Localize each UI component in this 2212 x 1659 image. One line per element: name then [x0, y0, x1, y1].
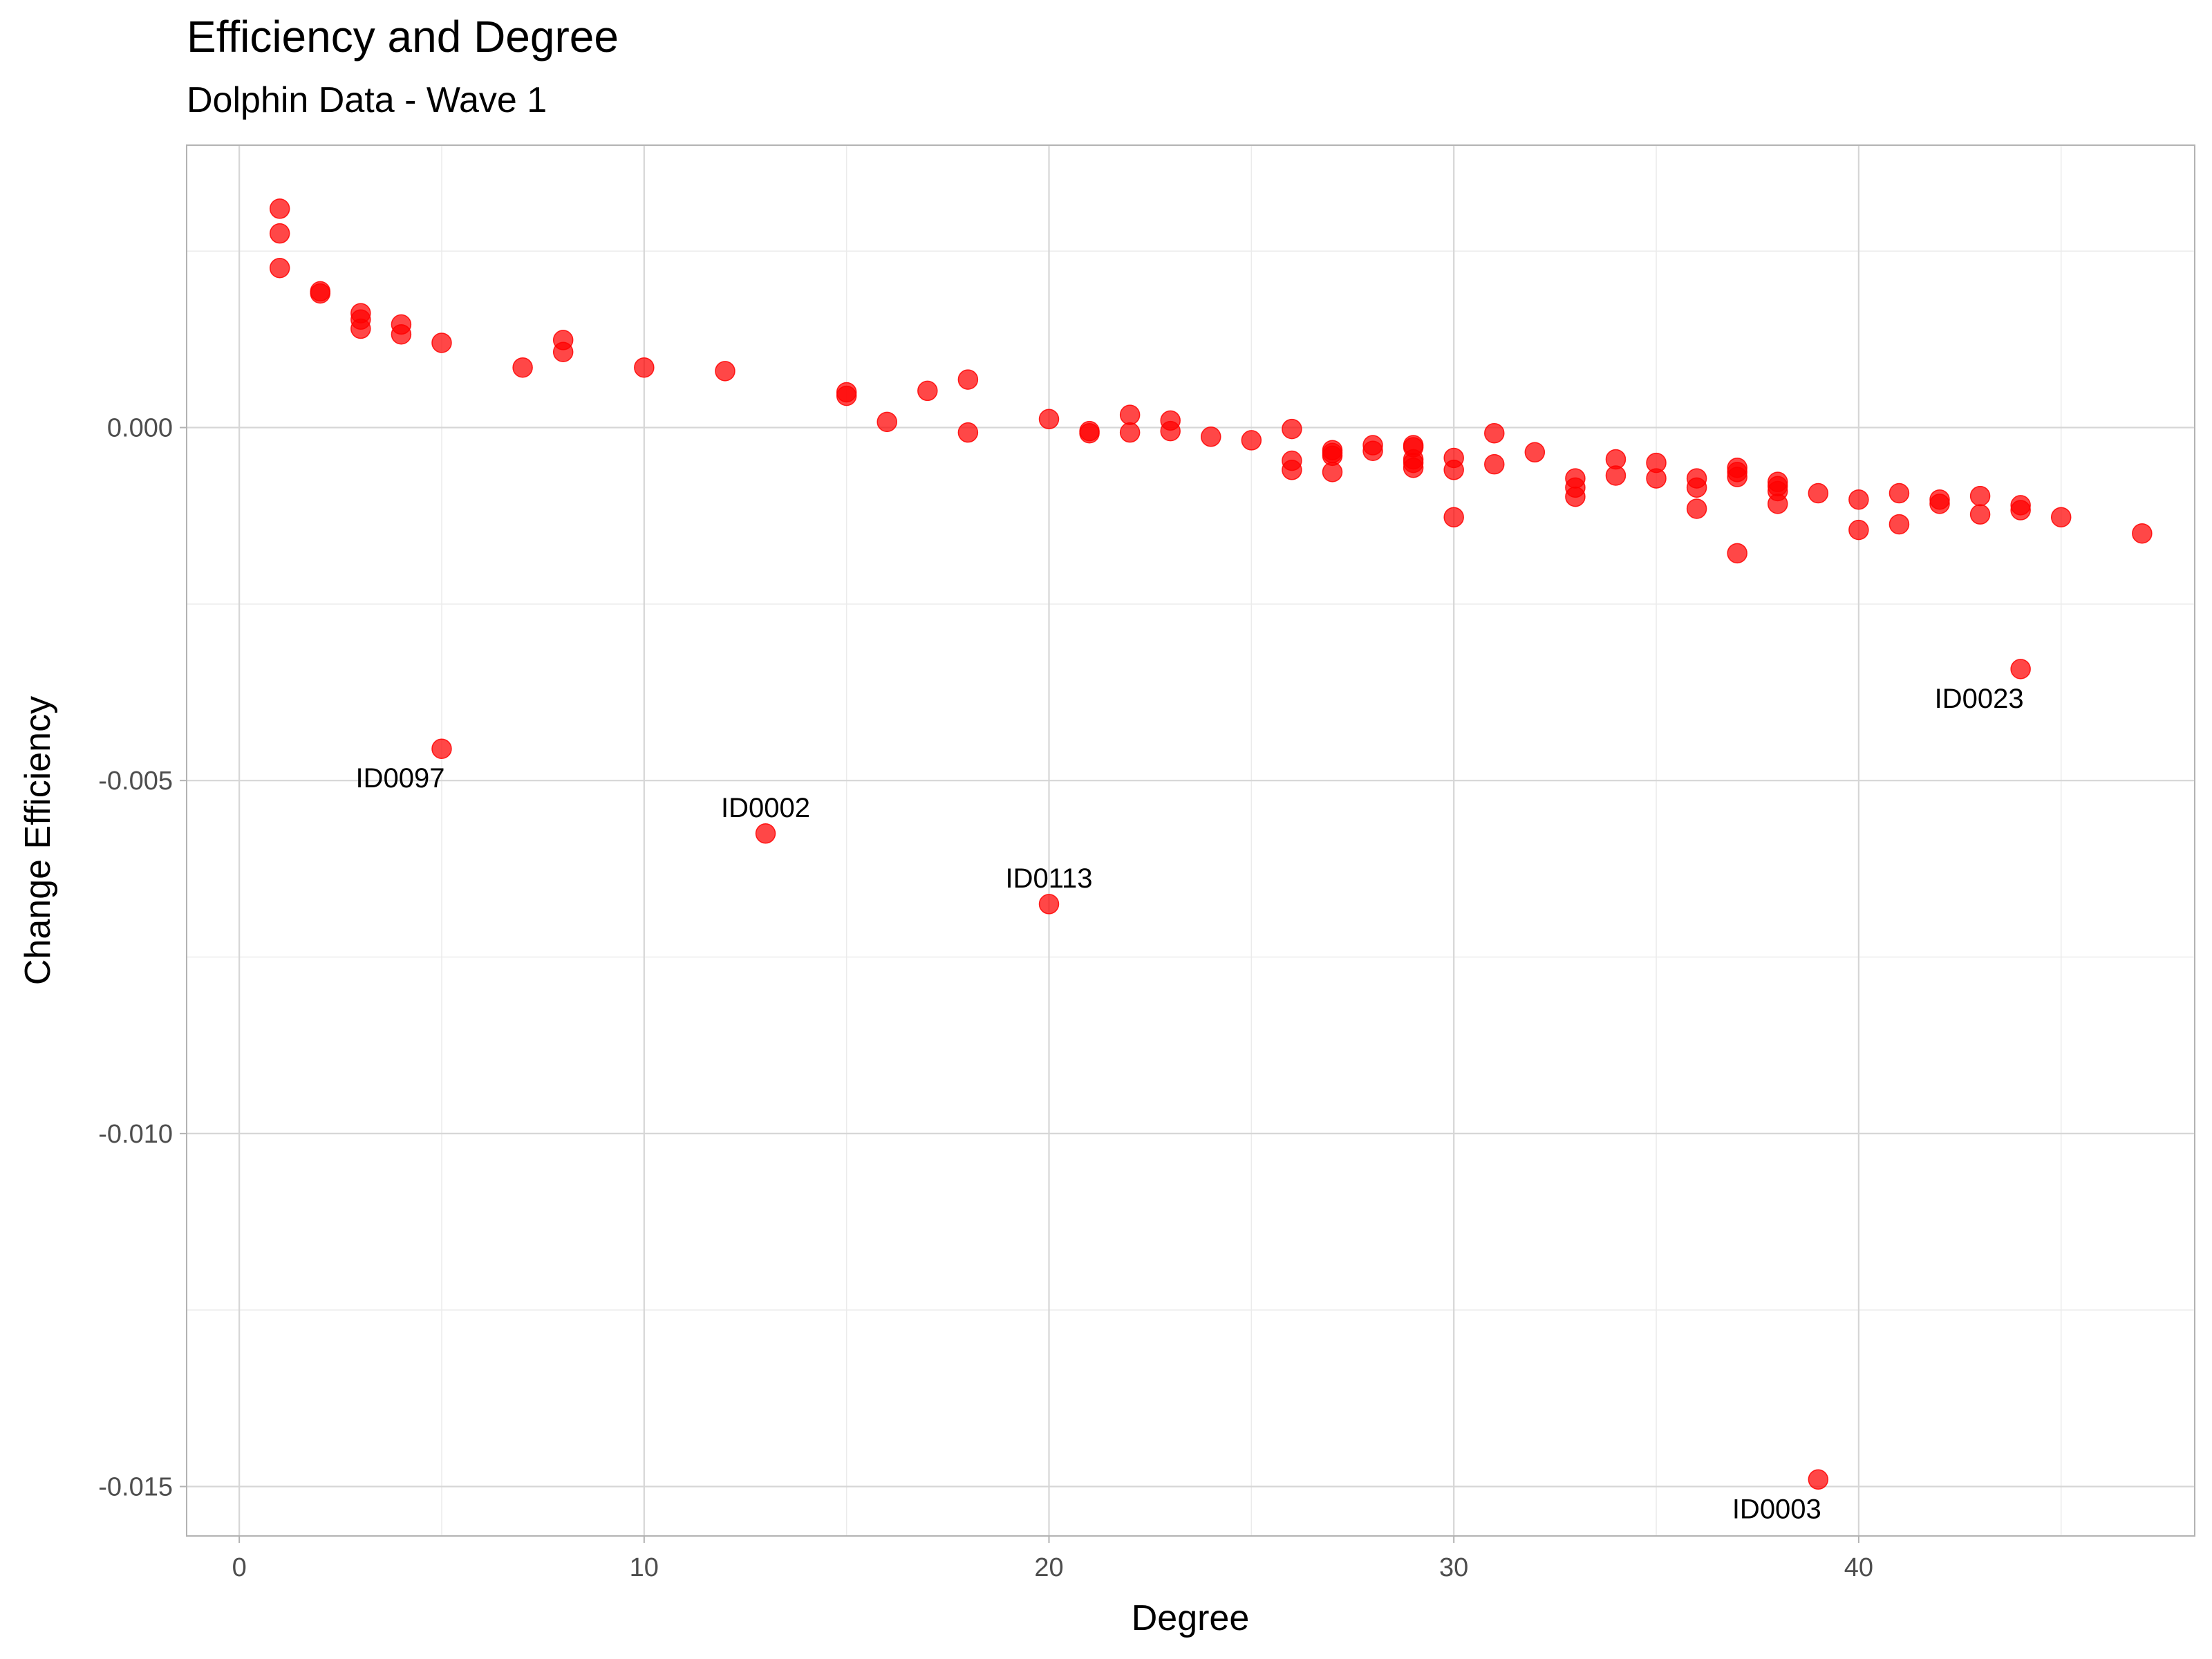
data-point: [877, 411, 897, 433]
data-point: [1848, 519, 1869, 541]
data-point: [552, 341, 574, 362]
point-labels: ID0097 ID0002 ID0113 ID0023 ID0003: [355, 684, 2023, 1524]
data-point: [1646, 468, 1667, 489]
y-axis-ticks: -0.015 -0.010 -0.005 0.000: [98, 414, 187, 1502]
data-point: [1848, 489, 1869, 510]
data-point: [512, 357, 533, 378]
data-point: [1282, 460, 1302, 480]
data-point: [1443, 507, 1464, 527]
data-point: [1079, 422, 1100, 444]
data-point: [1201, 427, 1221, 447]
x-axis-title: Degree: [1132, 1598, 1250, 1638]
data-point: [1686, 477, 1707, 498]
major-gridlines: [187, 145, 2195, 1536]
data-point: [1241, 430, 1262, 451]
data-point: [1808, 1469, 1829, 1490]
data-point: [2010, 500, 2031, 521]
data-point: [1929, 494, 1950, 514]
data-point: [1686, 498, 1707, 519]
y-tick-label: -0.005: [98, 767, 173, 796]
data-point: [1160, 420, 1181, 442]
x-tick-label: 10: [630, 1553, 659, 1582]
data-point: [1605, 465, 1627, 486]
data-point: [1888, 482, 1910, 504]
data-point: [715, 361, 735, 382]
data-point: [1038, 894, 1060, 915]
data-point: [836, 385, 857, 406]
data-point: [1565, 486, 1586, 507]
data-point: [350, 318, 371, 339]
data-point: [391, 324, 412, 345]
point-label: ID0097: [355, 763, 444, 794]
data-point: [431, 738, 452, 759]
data-point: [1038, 409, 1060, 430]
data-point: [269, 257, 290, 279]
plot-panel: [187, 145, 2195, 1536]
data-point: [1443, 460, 1464, 480]
x-tick-label: 30: [1439, 1553, 1468, 1582]
y-tick-label: -0.015: [98, 1473, 173, 1502]
y-tick-label: -0.010: [98, 1120, 173, 1149]
data-point: [1119, 422, 1141, 443]
minor-gridlines: [187, 145, 2195, 1536]
x-tick-label: 20: [1034, 1553, 1063, 1582]
plot-border: [186, 144, 2195, 1537]
point-label: ID0003: [1732, 1494, 1821, 1524]
data-point: [1888, 514, 1910, 535]
data-point: [957, 369, 979, 390]
data-point: [1282, 418, 1302, 440]
x-axis-ticks: 0 10 20 30 40: [232, 1536, 1873, 1582]
data-point: [1808, 482, 1829, 504]
point-label: ID0113: [1006, 863, 1093, 894]
data-point: [310, 283, 331, 304]
data-point: [1727, 467, 1747, 487]
x-tick-label: 0: [232, 1553, 247, 1582]
point-label: ID0002: [721, 793, 810, 823]
data-points: [269, 198, 2153, 1490]
data-point: [431, 332, 452, 353]
x-tick-label: 40: [1844, 1553, 1873, 1582]
data-point: [1969, 485, 1991, 507]
data-point: [634, 357, 655, 378]
data-point: [2010, 659, 2031, 679]
data-point: [957, 422, 979, 443]
data-point: [1484, 422, 1505, 444]
y-tick-label: 0.000: [107, 414, 173, 443]
data-point: [1322, 462, 1343, 482]
data-point: [1403, 457, 1424, 478]
chart-title: Efficiency and Degree: [187, 12, 619, 62]
chart-subtitle: Dolphin Data - Wave 1: [187, 80, 547, 120]
data-point: [1119, 404, 1141, 425]
data-point: [269, 223, 290, 244]
data-point: [1767, 494, 1788, 514]
data-point: [1362, 440, 1383, 461]
data-point: [1727, 543, 1747, 564]
data-point: [917, 380, 938, 402]
data-point: [2050, 507, 2072, 527]
point-label: ID0023: [1935, 684, 2024, 714]
data-point: [1524, 442, 1546, 463]
data-point: [269, 198, 290, 219]
data-point: [1484, 453, 1505, 475]
data-point: [755, 823, 776, 844]
data-point: [1969, 504, 1991, 525]
y-axis-title: Change Efficiency: [18, 696, 58, 985]
data-point: [2132, 523, 2153, 544]
